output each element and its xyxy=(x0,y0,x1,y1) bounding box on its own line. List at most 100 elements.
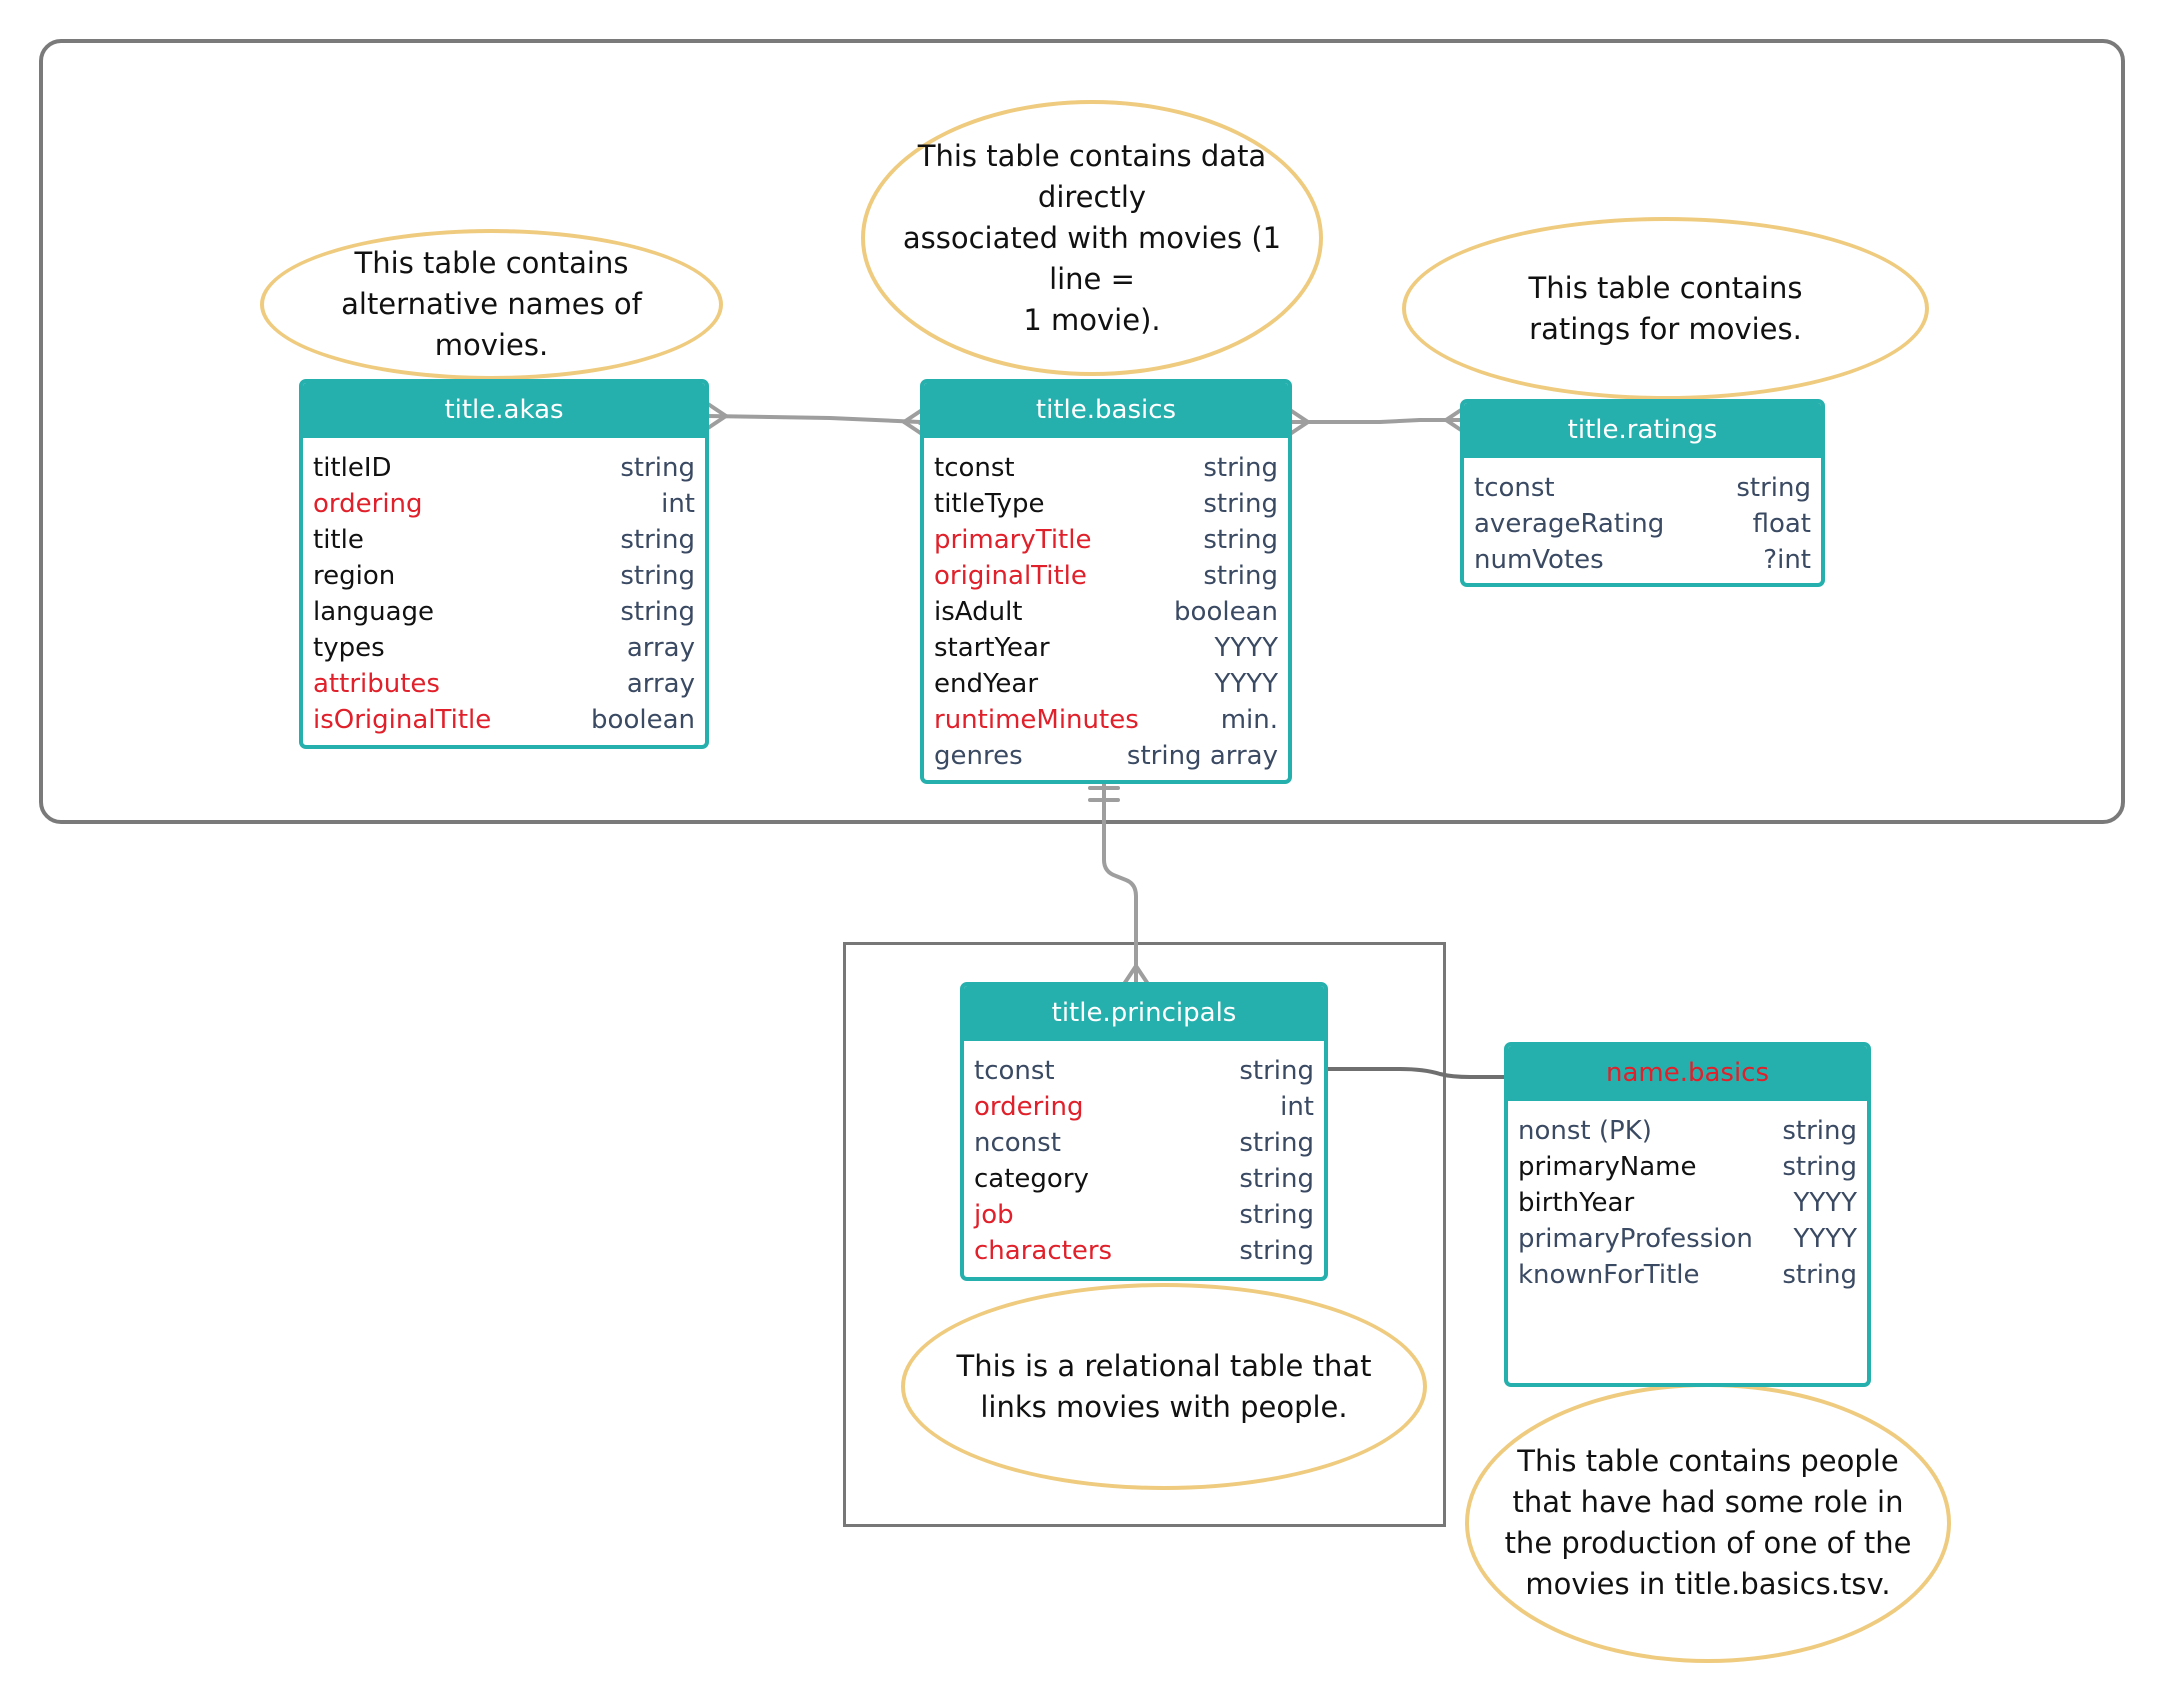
basics-note-line-3: 1 movie). xyxy=(1023,302,1161,337)
field-type: string array xyxy=(1126,741,1278,771)
field-type: YYYY xyxy=(1793,1224,1857,1254)
field-type: string xyxy=(1203,525,1278,555)
field-name: endYear xyxy=(934,669,1039,699)
principals-names-connector xyxy=(1324,1067,1508,1079)
table-title-basics[interactable]: title.basics tconst string titleType string… xyxy=(920,379,1292,784)
table-row: titleType string xyxy=(934,486,1278,522)
field-name: tconst xyxy=(974,1056,1055,1086)
table-row: region string xyxy=(313,558,695,594)
table-row: knownForTitle string xyxy=(1518,1257,1857,1293)
ratings-note: This table contains ratings for movies. xyxy=(1402,217,1929,400)
field-name: nonst (PK) xyxy=(1518,1116,1652,1146)
field-name: originalTitle xyxy=(934,561,1087,591)
field-type: string xyxy=(1203,489,1278,519)
basics-left-crowfoot-icon xyxy=(902,408,924,436)
field-type: string xyxy=(1239,1056,1314,1086)
table-row: titleID string xyxy=(313,450,695,486)
field-name: knownForTitle xyxy=(1518,1260,1700,1290)
principals-note: This is a relational table that links mo… xyxy=(901,1283,1427,1490)
field-type: string xyxy=(1782,1152,1857,1182)
table-title-akas[interactable]: title.akas titleID string ordering int title… xyxy=(299,379,709,749)
table-row: characters string xyxy=(974,1233,1314,1269)
field-name: primaryName xyxy=(1518,1152,1697,1182)
field-name: tconst xyxy=(934,453,1015,483)
title-group-frame xyxy=(39,39,2125,824)
table-row: originalTitle string xyxy=(934,558,1278,594)
table-row: category string xyxy=(974,1161,1314,1197)
table-title-basics-rows: tconst string titleType string primaryTitle s… xyxy=(924,438,1288,774)
basics-principals-connector xyxy=(1102,782,1138,986)
field-type: boolean xyxy=(1174,597,1278,627)
table-row: title string xyxy=(313,522,695,558)
field-name: nconst xyxy=(974,1128,1061,1158)
field-name: numVotes xyxy=(1474,545,1604,575)
table-title-principals[interactable]: title.principals tconst string ordering int… xyxy=(960,982,1328,1281)
field-name: ordering xyxy=(313,489,423,519)
table-title-akas-rows: titleID string ordering int title string regio… xyxy=(303,438,705,738)
table-title-principals-header: title.principals xyxy=(964,986,1324,1041)
table-row: ordering int xyxy=(313,486,695,522)
akas-basics-connector xyxy=(706,414,924,425)
field-name: category xyxy=(974,1164,1089,1194)
field-name: averageRating xyxy=(1474,509,1665,539)
principals-crowfoot-icon xyxy=(1122,964,1150,986)
table-row: startYear YYYY xyxy=(934,630,1278,666)
table-row: job string xyxy=(974,1197,1314,1233)
field-type: YYYY xyxy=(1793,1188,1857,1218)
table-row: numVotes ?int xyxy=(1474,542,1811,578)
field-name: primaryProfession xyxy=(1518,1224,1753,1254)
field-name: title xyxy=(313,525,364,555)
table-title-ratings-header: title.ratings xyxy=(1464,403,1821,458)
table-row: isOriginalTitle boolean xyxy=(313,702,695,738)
one-bar-icon xyxy=(1088,786,1120,802)
table-name-basics-rows: nonst (PK) string primaryName string birthYe… xyxy=(1508,1101,1867,1293)
field-type: boolean xyxy=(591,705,695,735)
principals-group-frame xyxy=(843,942,1446,1527)
field-name: types xyxy=(313,633,385,663)
field-type: min. xyxy=(1220,705,1278,735)
field-type: ?int xyxy=(1763,545,1811,575)
field-type: string xyxy=(1239,1200,1314,1230)
field-name: language xyxy=(313,597,435,627)
field-name: titleID xyxy=(313,453,392,483)
basics-note-line-1: This table contains data directly xyxy=(917,138,1267,214)
field-name: primaryTitle xyxy=(934,525,1092,555)
table-row: isAdult boolean xyxy=(934,594,1278,630)
ratings-note-text: This table contains ratings for movies. xyxy=(1528,270,1803,346)
table-row: primaryProfession YYYY xyxy=(1518,1221,1857,1257)
field-name: region xyxy=(313,561,396,591)
table-name-basics-header: name.basics xyxy=(1508,1046,1867,1101)
table-row: genres string array xyxy=(934,738,1278,774)
table-row: tconst string xyxy=(974,1053,1314,1089)
field-type: string xyxy=(1782,1116,1857,1146)
basics-note-line-2: associated with movies (1 line = xyxy=(902,220,1282,296)
field-name: startYear xyxy=(934,633,1050,663)
table-row: types array xyxy=(313,630,695,666)
table-name-basics[interactable]: name.basics nonst (PK) string primaryName s… xyxy=(1504,1042,1871,1387)
field-name: birthYear xyxy=(1518,1188,1635,1218)
basics-ratings-connector xyxy=(1289,418,1464,424)
field-type: string xyxy=(620,525,695,555)
field-name: characters xyxy=(974,1236,1113,1266)
field-type: YYYY xyxy=(1214,669,1278,699)
table-row: ordering int xyxy=(974,1089,1314,1125)
table-row: birthYear YYYY xyxy=(1518,1185,1857,1221)
names-note: This table contains people that have had… xyxy=(1465,1383,1951,1663)
field-name: isAdult xyxy=(934,597,1023,627)
field-type: string xyxy=(1203,561,1278,591)
table-title-ratings[interactable]: title.ratings tconst string averageRating f… xyxy=(1460,399,1825,587)
field-name: attributes xyxy=(313,669,440,699)
field-type: string xyxy=(1203,453,1278,483)
table-title-ratings-rows: tconst string averageRating float numVotes ?i… xyxy=(1464,458,1821,578)
table-row: tconst string xyxy=(1474,470,1811,506)
table-row: endYear YYYY xyxy=(934,666,1278,702)
table-row: runtimeMinutes min. xyxy=(934,702,1278,738)
table-row: primaryName string xyxy=(1518,1149,1857,1185)
table-row: primaryTitle string xyxy=(934,522,1278,558)
field-type: string xyxy=(1239,1128,1314,1158)
field-type: float xyxy=(1752,509,1811,539)
akas-note-text: This table contains alternative names of… xyxy=(341,246,642,362)
table-row: averageRating float xyxy=(1474,506,1811,542)
akas-note: This table contains alternative names of… xyxy=(260,229,723,380)
field-type: string xyxy=(1239,1236,1314,1266)
